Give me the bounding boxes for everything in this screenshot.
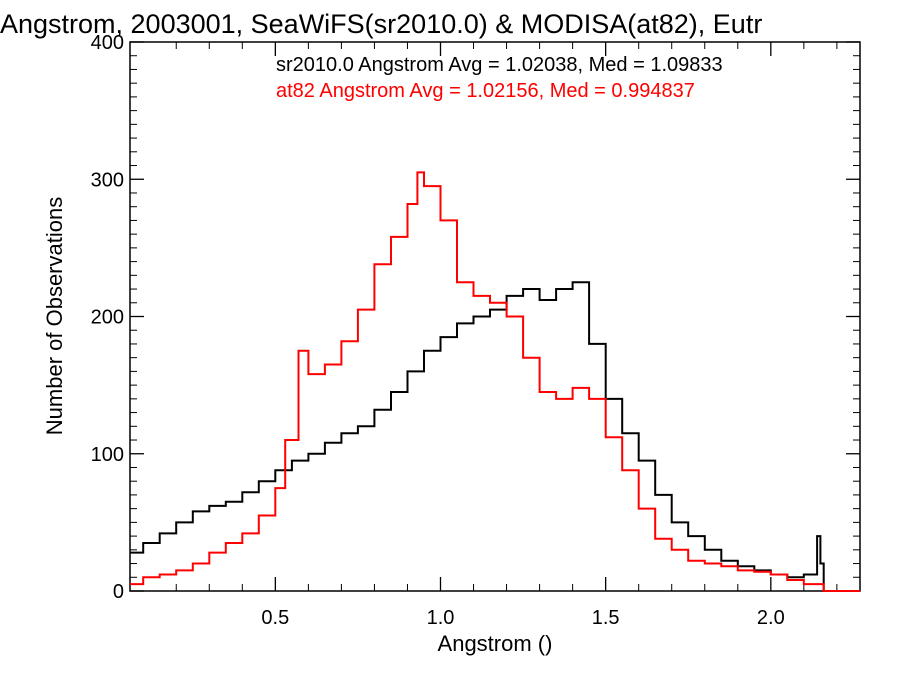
x-tick-label: 1.0 <box>427 607 455 629</box>
tick-group: 0 100 200 300 400 0.5 1.0 1.5 2.0 <box>91 32 860 629</box>
series-group <box>130 171 860 592</box>
plot-area: 0 100 200 300 400 0.5 1.0 1.5 2.0 <box>91 32 861 629</box>
chart-title: Angstrom, 2003001, SeaWiFS(sr2010.0) & M… <box>0 9 762 39</box>
y-axis-label: Number of Observations <box>42 197 67 435</box>
y-tick-label: 100 <box>91 444 124 466</box>
x-tick-label: 1.5 <box>592 607 620 629</box>
series-line-1 <box>130 171 860 592</box>
x-axis-label: Angstrom () <box>438 631 553 656</box>
y-tick-label: 300 <box>91 169 124 191</box>
x-tick-label: 0.5 <box>261 607 289 629</box>
y-tick-label: 400 <box>91 32 124 54</box>
series-line-0 <box>130 281 860 592</box>
plot-frame <box>129 41 861 592</box>
annotation-black: sr2010.0 Angstrom Avg = 1.02038, Med = 1… <box>276 54 723 76</box>
y-tick-label: 200 <box>91 307 124 329</box>
x-tick-label: 2.0 <box>757 607 785 629</box>
y-tick-label: 0 <box>113 581 124 603</box>
annotation-red: at82 Angstrom Avg = 1.02156, Med = 0.994… <box>276 80 695 102</box>
